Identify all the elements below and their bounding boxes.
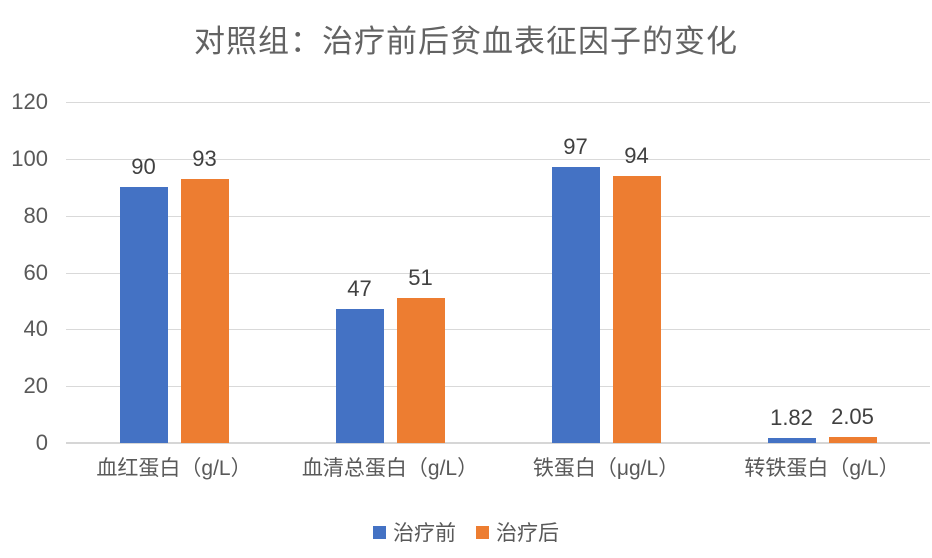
data-label: 51 <box>408 265 433 291</box>
chart-title: 对照组：治疗前后贫血表征因子的变化 <box>194 24 738 59</box>
gridline <box>66 215 930 217</box>
category-label: 铁蛋白（μg/L） <box>532 457 680 480</box>
y-axis-tick-label: 80 <box>23 202 48 228</box>
gridline <box>66 102 930 103</box>
data-label: 47 <box>347 276 372 302</box>
data-label: 1.82 <box>770 404 813 430</box>
y-axis-tick-label: 120 <box>11 89 48 114</box>
data-label: 94 <box>624 142 649 168</box>
gridline <box>66 158 930 160</box>
data-label: 97 <box>563 134 588 160</box>
legend-label: 治疗后 <box>496 522 559 545</box>
category-label: 血清总蛋白（g/L） <box>301 457 479 480</box>
legend-label: 治疗前 <box>393 522 456 545</box>
gridline <box>66 329 930 331</box>
data-label: 90 <box>131 154 156 180</box>
x-axis-line <box>66 442 930 444</box>
bar-治疗前-3 <box>551 167 600 443</box>
legend-swatch-icon <box>476 525 489 539</box>
bar-治疗后-2 <box>396 298 445 443</box>
bar-治疗前-1 <box>119 187 168 443</box>
legend-item-治疗前: 治疗前 <box>373 517 456 547</box>
bar-治疗后-4 <box>828 437 877 443</box>
y-axis-tick-label: 0 <box>35 430 48 455</box>
data-label: 2.05 <box>831 404 874 430</box>
y-axis-tick-label: 100 <box>11 145 48 171</box>
bar-治疗前-2 <box>335 309 384 443</box>
gridline <box>66 386 930 388</box>
y-axis-tick-label: 20 <box>23 373 48 399</box>
y-axis-tick-label: 60 <box>23 259 48 285</box>
bar-治疗后-3 <box>612 175 661 443</box>
legend: 治疗前 治疗后 <box>0 518 932 546</box>
bar-治疗后-1 <box>180 178 229 443</box>
data-label: 93 <box>192 145 217 171</box>
legend-item-治疗后: 治疗后 <box>476 517 559 547</box>
legend-swatch-icon <box>373 525 386 539</box>
category-label: 转铁蛋白（g/L） <box>744 457 900 480</box>
gridline <box>66 272 930 274</box>
y-axis-tick-label: 40 <box>23 316 48 342</box>
category-label: 血红蛋白（g/L） <box>96 457 252 480</box>
bar-治疗前-4 <box>767 437 816 443</box>
